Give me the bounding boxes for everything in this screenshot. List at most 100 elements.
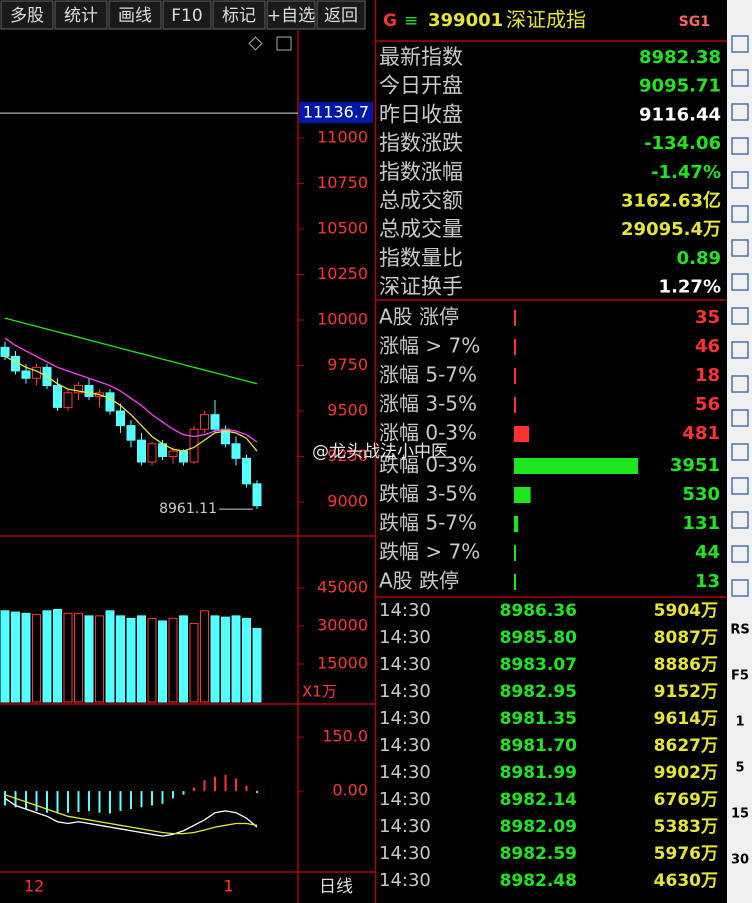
period-label[interactable]: 日线 — [319, 877, 353, 897]
y-tick-label: 0.00 — [332, 781, 368, 800]
tick-price: 8986.36 — [500, 601, 577, 621]
side-icon[interactable] — [731, 545, 749, 563]
toolbar-tab-label[interactable]: 统计 — [64, 6, 98, 26]
volume-bar — [126, 617, 136, 703]
side-icon[interactable] — [731, 205, 749, 223]
candle-body — [116, 410, 125, 427]
header-badge: SG1 — [679, 14, 710, 30]
tick-price: 8983.07 — [500, 655, 577, 675]
side-icon[interactable] — [731, 69, 749, 87]
breadth-bar — [514, 574, 516, 590]
y-tick-label: 9250 — [327, 446, 368, 465]
breadth-label: 跌幅 3-5% — [379, 482, 477, 506]
breadth-value: 56 — [695, 394, 720, 415]
y-tick-label: 150.0 — [322, 727, 368, 746]
tick-volume: 8886万 — [654, 655, 718, 675]
volume-bar — [179, 615, 188, 703]
low-annotation: 8961.11 — [159, 501, 217, 517]
ma-line — [4, 337, 258, 443]
toolbar-tab[interactable] — [0, 0, 54, 30]
stat-value: 3162.63亿 — [621, 190, 721, 212]
volume-bar — [63, 612, 73, 703]
breadth-bar — [514, 458, 639, 474]
volume-bar — [221, 616, 230, 703]
side-label[interactable]: F5 — [731, 669, 749, 684]
side-icon[interactable] — [731, 307, 749, 325]
toolbar-tab[interactable] — [108, 0, 162, 30]
ma-line — [4, 355, 258, 452]
breadth-label: 涨幅 > 7% — [379, 334, 480, 358]
header-menu[interactable]: ≡ — [404, 11, 418, 31]
side-label[interactable]: 15 — [731, 807, 749, 822]
side-icon[interactable] — [731, 239, 749, 257]
side-icon[interactable] — [731, 137, 749, 155]
toolbar-tab[interactable] — [162, 0, 212, 30]
side-icon[interactable] — [731, 375, 749, 393]
side-label[interactable]: 5 — [735, 761, 744, 776]
tick-time: 14:30 — [379, 816, 431, 837]
marker-box — [299, 102, 373, 124]
side-label[interactable]: 1 — [735, 715, 744, 730]
side-icon[interactable] — [731, 35, 749, 53]
tick-time: 14:30 — [379, 762, 431, 783]
toolbar-tab-label[interactable]: 返回 — [324, 6, 358, 26]
candle-body — [242, 457, 251, 485]
volume-bar — [95, 615, 104, 703]
side-icon[interactable] — [731, 477, 749, 495]
side-icon[interactable] — [731, 103, 749, 121]
y-tick-label: 45000 — [317, 577, 368, 596]
toolbar-tab[interactable] — [316, 0, 366, 30]
stat-value: -1.47% — [651, 162, 721, 183]
y-tick-label: 10000 — [317, 310, 368, 329]
side-label[interactable]: RS — [730, 623, 749, 638]
tick-volume: 5383万 — [654, 817, 718, 837]
side-icon[interactable] — [731, 511, 749, 529]
toolbar-tab[interactable] — [266, 0, 316, 30]
volume-bar — [189, 622, 199, 703]
side-icon[interactable] — [731, 171, 749, 189]
stat-value: 1.27% — [659, 277, 721, 298]
x-tick-label: 1 — [224, 877, 234, 896]
stat-label: 指数涨幅 — [379, 160, 463, 184]
side-label[interactable]: 30 — [731, 853, 749, 868]
header-flag: G — [383, 11, 397, 31]
side-icon[interactable] — [731, 273, 749, 291]
toolbar-tab[interactable] — [54, 0, 108, 30]
side-icon[interactable] — [731, 341, 749, 359]
toolbar-tab-label[interactable]: 多股 — [10, 6, 44, 26]
volume-bar — [53, 609, 62, 703]
toolbar-tab-label[interactable]: 标记 — [222, 6, 256, 26]
tick-time: 14:30 — [379, 843, 431, 864]
breadth-bar — [514, 426, 530, 442]
tick-volume: 5976万 — [654, 844, 718, 864]
y-tick-label: 9500 — [327, 401, 368, 420]
toolbar-tab-label[interactable]: F10 — [171, 6, 202, 26]
side-icon[interactable] — [731, 409, 749, 427]
candle-body — [126, 425, 136, 441]
toolbar-tab[interactable] — [212, 0, 266, 30]
toolbar-tab-label[interactable]: +自选 — [267, 6, 315, 26]
stat-label: 指数涨跌 — [379, 131, 463, 155]
breadth-value: 13 — [695, 571, 720, 592]
side-icon[interactable] — [731, 579, 749, 597]
icon — [248, 36, 263, 51]
breadth-label: A股 涨停 — [379, 305, 459, 329]
candle-body — [105, 392, 115, 412]
watermark: @龙头战法小中医 — [312, 442, 448, 462]
chart-icons — [248, 36, 292, 51]
volume-bar — [116, 615, 125, 703]
volume-bar — [21, 612, 31, 703]
tick-time: 14:30 — [379, 681, 431, 702]
tick-volume: 9902万 — [654, 763, 718, 783]
breadth-bar — [514, 487, 531, 503]
volume-bar — [210, 615, 220, 703]
volume-bar — [11, 611, 20, 703]
toolbar-tab-label[interactable]: 画线 — [118, 6, 152, 26]
volume-bar — [252, 628, 262, 703]
side-icon[interactable] — [731, 443, 749, 461]
tick-price: 8982.14 — [500, 790, 578, 810]
tick-time: 14:30 — [379, 789, 431, 810]
volume-unit: X1万 — [302, 683, 337, 701]
candle-body — [200, 414, 209, 430]
